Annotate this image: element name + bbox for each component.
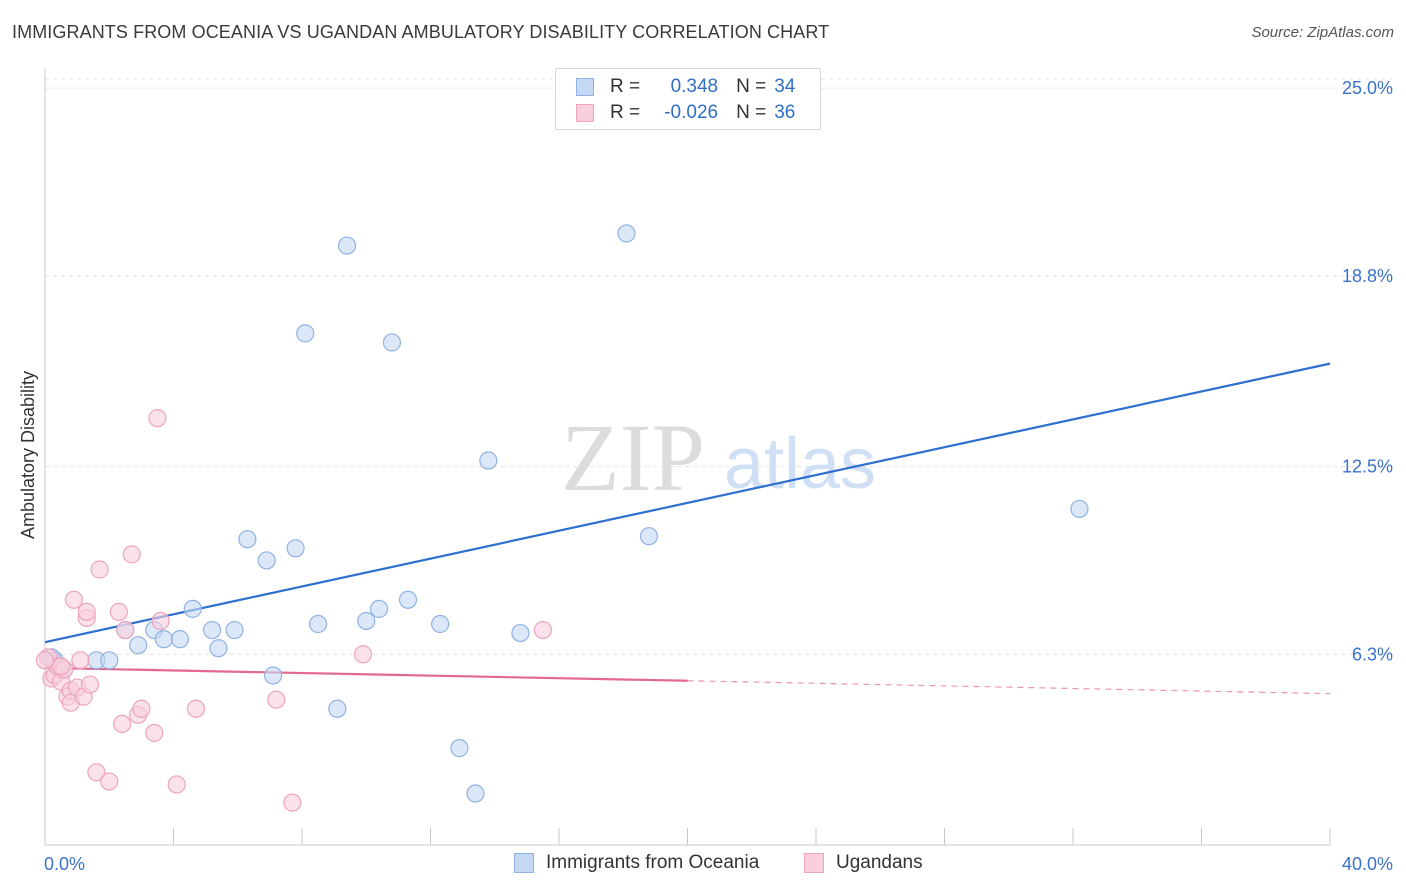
ugandan-point [283, 793, 302, 812]
ugandan-point [109, 602, 128, 621]
series-label-oceania: Immigrants from Oceania [546, 852, 760, 873]
oceania-point [183, 599, 202, 618]
oceania-point [466, 784, 485, 803]
ugandan-point [51, 657, 71, 676]
oceania-point [296, 324, 315, 343]
oceania-point [308, 614, 328, 634]
legend-r-label: R = [610, 102, 641, 123]
trend-lines [44, 362, 1331, 695]
series-legend-oceania: Immigrants from Oceania [514, 852, 759, 874]
y-axis-label: Ambulatory Disability [18, 371, 38, 539]
oceania-point [1070, 499, 1089, 519]
ugandan-point [112, 714, 132, 734]
y-tick-label: 6.3% [1352, 644, 1393, 664]
x-tick-label: 40.0% [1342, 854, 1393, 874]
legend-r-value: 0.348 [670, 76, 719, 97]
series-swatch-pink [804, 853, 824, 873]
watermark: ZIP atlas [561, 404, 876, 511]
series-legend-ugandans: Ugandans [804, 852, 923, 874]
legend-r-label: R = [610, 76, 641, 97]
ugandan-point [267, 690, 286, 709]
oceania-point [170, 630, 190, 649]
oceania-point [639, 527, 659, 546]
legend-swatch-pink [576, 104, 594, 122]
oceania-point [479, 451, 498, 470]
ugandan-trend-line-extrapolated [687, 680, 1331, 695]
ugandan-trend-line [44, 666, 688, 682]
legend-n-label: N = [736, 76, 767, 97]
legend-swatch-blue [576, 78, 594, 96]
ugandan-point [148, 409, 167, 428]
ugandan-point [77, 602, 96, 621]
oceania-point [370, 599, 389, 618]
oceania-trend-line [44, 362, 1331, 644]
oceania-point [129, 636, 148, 655]
oceania-point [209, 639, 228, 658]
ugandan-point [87, 763, 106, 782]
oceania-point [100, 651, 119, 670]
legend-row-oceania: R = 0.348 N = 34 [576, 74, 795, 100]
ugandan-point [100, 772, 119, 791]
legend-r-value: -0.026 [664, 102, 719, 123]
legend-n-label: N = [736, 102, 767, 123]
legend-n-value: 36 [774, 102, 796, 123]
y-tick-label: 18.8% [1342, 266, 1393, 286]
legend-n-value: 34 [774, 76, 796, 97]
ugandan-point [186, 699, 206, 718]
axes [44, 68, 1331, 846]
oceania-point [450, 739, 469, 758]
oceania-point [202, 620, 222, 640]
ugandan-point [71, 651, 90, 670]
series-label-ugandans: Ugandans [836, 852, 923, 873]
oceania-point [328, 699, 347, 718]
y-tick-label: 25.0% [1342, 78, 1393, 98]
watermark-atlas: atlas [724, 424, 876, 504]
oceania-point [617, 224, 636, 243]
data-points [35, 224, 1089, 812]
watermark-zip: ZIP [561, 404, 705, 511]
oceania-point [357, 611, 376, 631]
oceania-point [154, 630, 173, 649]
stats-legend: R = 0.348 N = 34 R = -0.026 N = 36 [555, 68, 821, 130]
oceania-point [398, 590, 418, 609]
ugandan-point [116, 620, 135, 640]
source-label: Source: ZipAtlas.com [1251, 24, 1394, 41]
y-tick-label: 12.5% [1342, 457, 1393, 477]
oceania-point [257, 551, 276, 570]
ugandan-point [533, 620, 553, 640]
ugandan-point [90, 560, 109, 579]
ugandan-point [132, 699, 151, 718]
ugandan-point [145, 723, 164, 743]
ugandan-point [80, 675, 100, 694]
ugandan-point [167, 775, 186, 794]
oceania-point [431, 614, 450, 634]
legend-row-ugandans: R = -0.026 N = 36 [576, 100, 795, 126]
oceania-point [238, 530, 257, 549]
ugandan-point [64, 590, 84, 609]
ugandan-point [35, 651, 55, 670]
oceania-point [511, 623, 530, 643]
oceania-point [337, 236, 357, 255]
ugandan-point [122, 545, 141, 564]
oceania-point [263, 666, 283, 685]
ugandan-point [151, 611, 170, 631]
ugandan-point [353, 645, 373, 664]
x-tick-label: 0.0% [44, 854, 85, 874]
series-legend: Immigrants from Oceania Ugandans [0, 852, 1406, 878]
oceania-point [225, 620, 244, 640]
chart-title: IMMIGRANTS FROM OCEANIA VS UGANDAN AMBUL… [12, 22, 830, 42]
grid-lines [45, 78, 1392, 655]
series-swatch-blue [514, 853, 534, 873]
tick-labels: 6.3% 12.5% 18.8% 25.0% 0.0% 40.0% [44, 78, 1393, 874]
oceania-point [286, 539, 305, 558]
oceania-point [382, 333, 402, 352]
